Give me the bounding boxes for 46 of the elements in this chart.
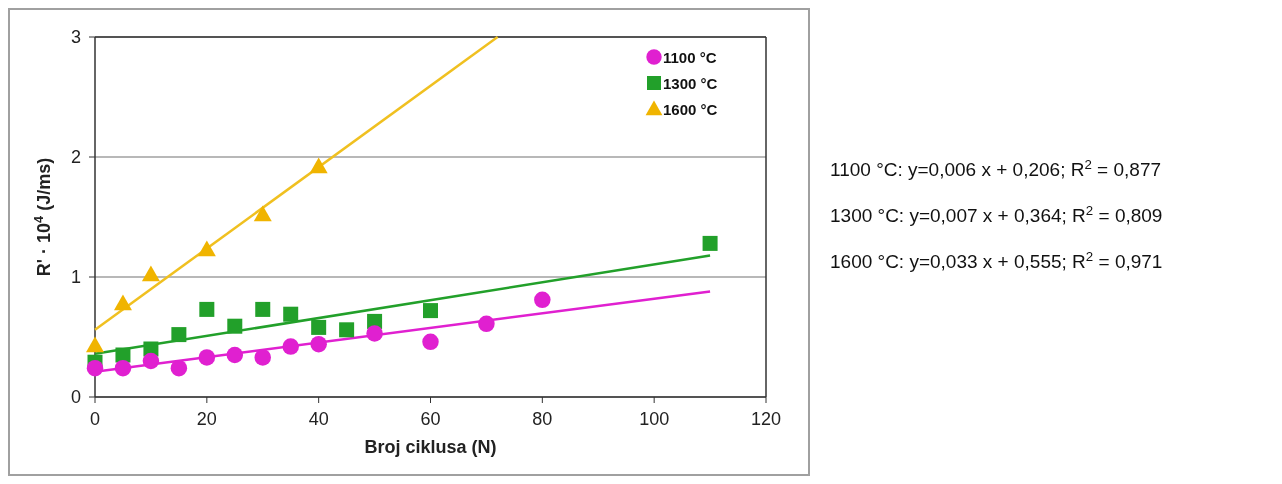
point <box>198 349 216 366</box>
point <box>253 205 272 222</box>
point <box>478 315 495 333</box>
legend-label: 1600 °C <box>663 101 718 118</box>
point <box>366 325 383 342</box>
point <box>422 333 439 351</box>
point <box>86 359 104 377</box>
x-tick-label: 60 <box>420 409 441 429</box>
y-tick-label: 1 <box>70 267 81 287</box>
point <box>534 291 551 309</box>
point <box>309 157 328 174</box>
point <box>283 306 299 322</box>
point <box>339 322 355 338</box>
x-axis-title: Broj ciklusa (N) <box>364 437 497 457</box>
y-tick-label: 3 <box>70 27 81 47</box>
x-tick-label: 100 <box>639 409 670 429</box>
legend-label: 1300 °C <box>663 75 718 92</box>
point <box>199 301 215 317</box>
point <box>226 346 244 364</box>
text: 1600 °C: y=0,033 x + 0,555; R$^{2}$ = 0,971 <box>830 248 1163 272</box>
y-tick-label: 0 <box>70 387 81 407</box>
legend-label: 1100 °C <box>663 49 717 66</box>
x-tick-label: 20 <box>196 409 217 429</box>
point <box>114 359 132 377</box>
point <box>142 352 160 370</box>
point <box>311 319 327 335</box>
text: 1100 °C: y=0,006 x + 0,206; R$^{2}$ = 0,877 <box>830 156 1162 180</box>
x-tick-label: 40 <box>308 409 329 429</box>
point <box>282 338 299 355</box>
point <box>227 318 243 334</box>
point <box>170 359 188 377</box>
point <box>86 336 104 353</box>
point <box>171 327 187 343</box>
x-tick-label: 0 <box>89 409 101 429</box>
text: 1300 °C: y=0,007 x + 0,364; R$^{2}$ = 0,809 <box>830 202 1163 226</box>
point <box>141 265 160 282</box>
point <box>310 335 327 353</box>
y-tick-label: 2 <box>70 147 81 167</box>
point <box>255 301 271 317</box>
point <box>702 235 718 251</box>
x-tick-label: 80 <box>532 409 553 429</box>
point <box>254 349 271 366</box>
point <box>113 294 132 311</box>
point <box>197 240 216 257</box>
point <box>423 303 438 319</box>
x-tick-label: 120 <box>750 409 782 429</box>
